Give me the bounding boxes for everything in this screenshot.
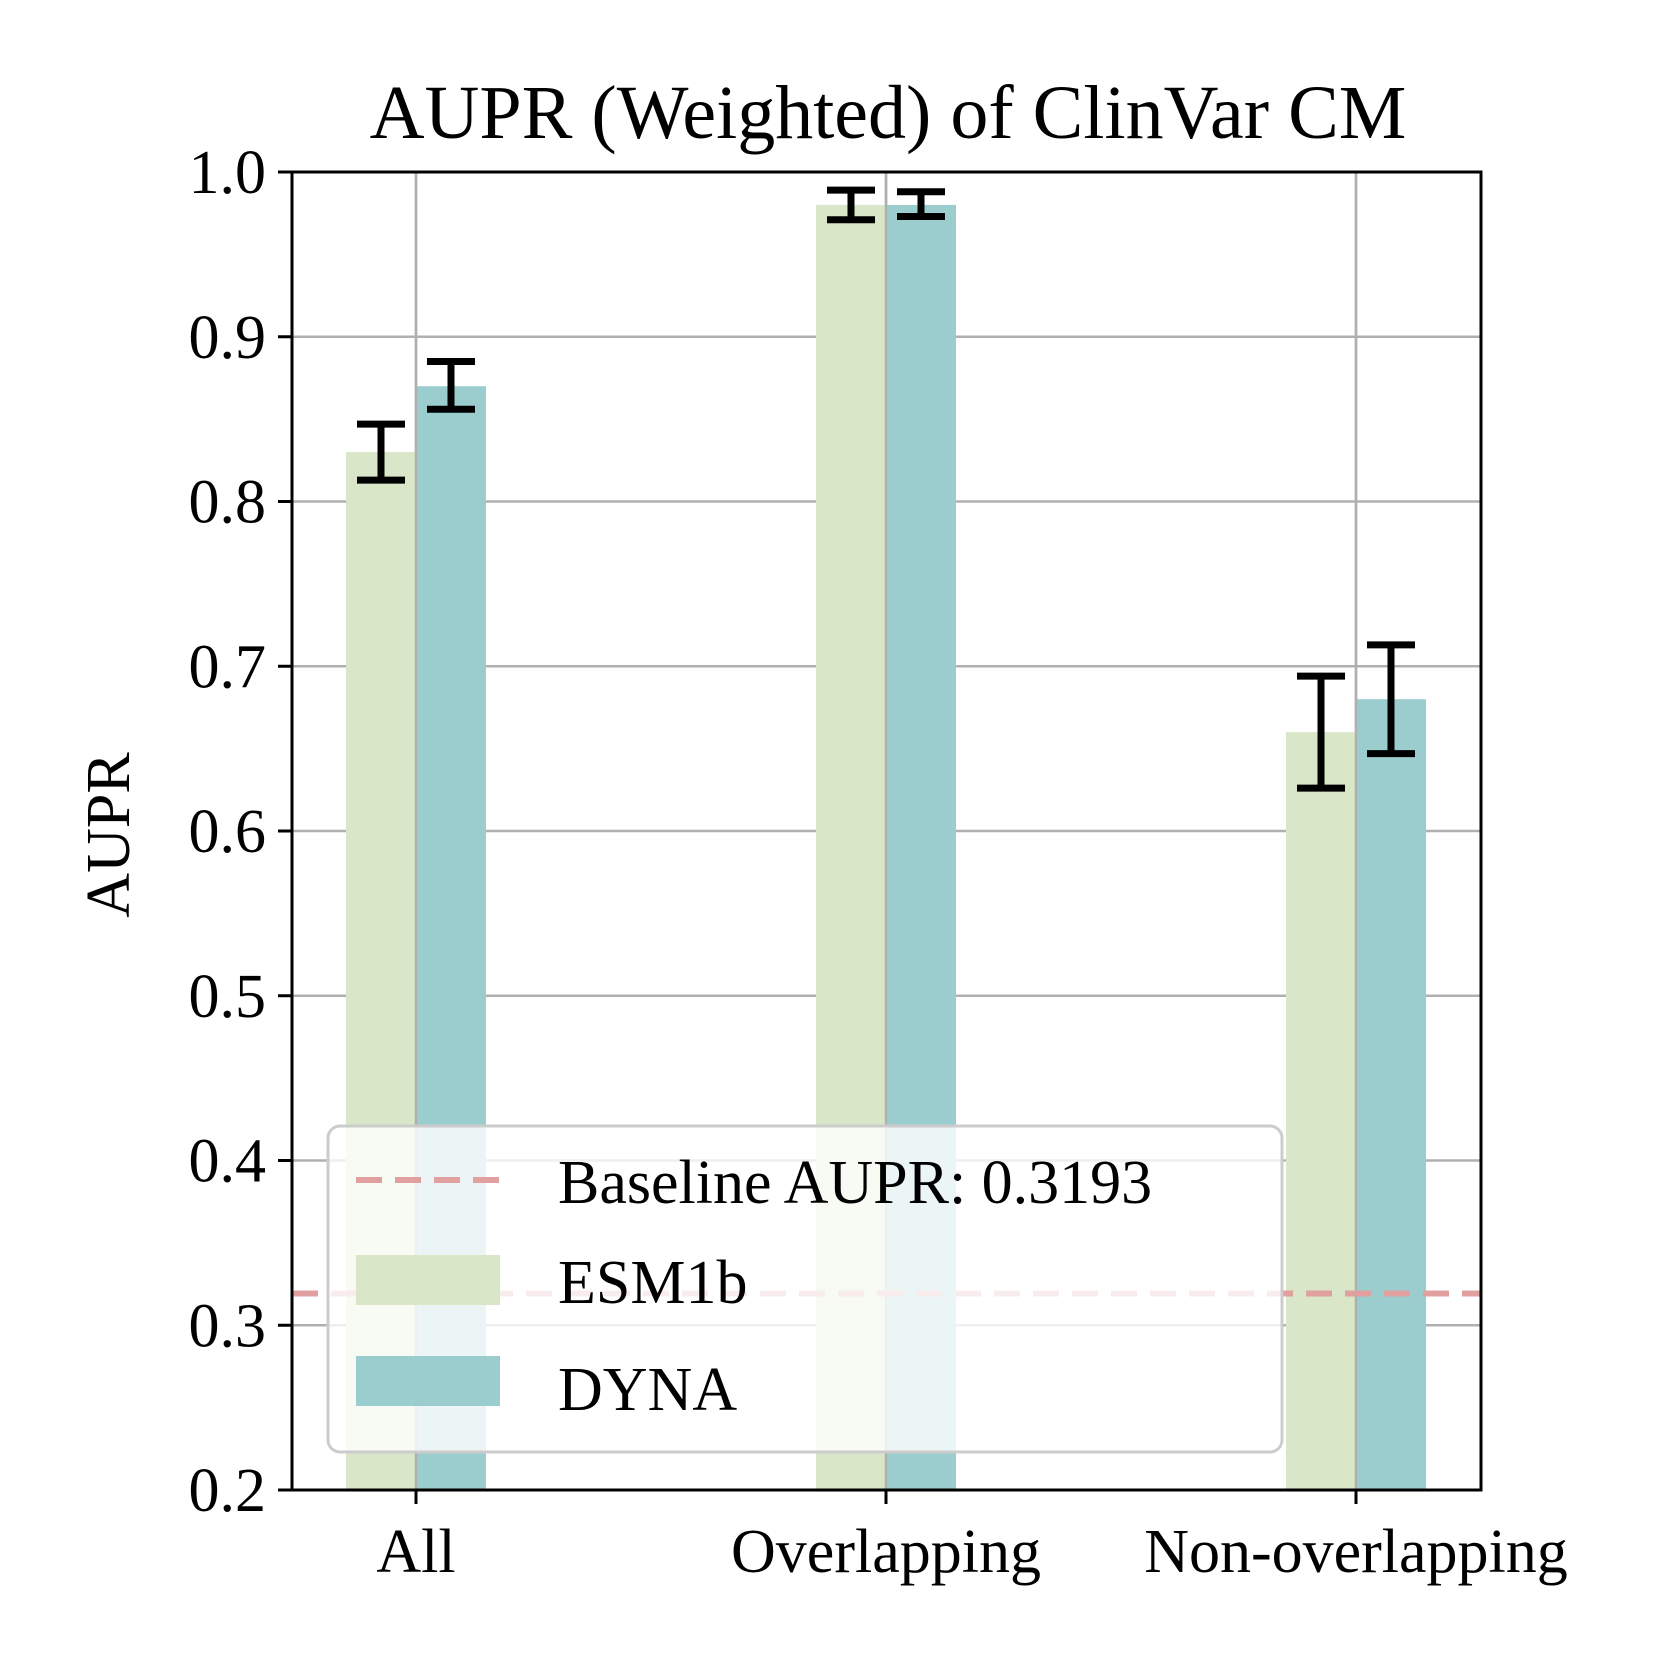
y-axis-ticks: 0.2 0.3 0.4 0.5 0.6 0.7 0.8 0.9 1.0 (189, 139, 292, 1525)
y-tick-label: 0.8 (189, 469, 267, 537)
x-axis-ticks: All Overlapping Non-overlapping (376, 1490, 1568, 1586)
x-tick-label: Non-overlapping (1144, 1518, 1568, 1586)
y-tick-label: 0.7 (189, 633, 267, 701)
error-bars (357, 186, 1415, 792)
x-tick-label: All (376, 1518, 455, 1586)
bar-dyna (1356, 699, 1426, 1490)
y-tick-label: 0.4 (189, 1128, 267, 1196)
bar-esm1b (1286, 732, 1356, 1490)
y-tick-label: 1.0 (189, 139, 267, 207)
legend-esm1b-label: ESM1b (558, 1249, 747, 1317)
legend: Baseline AUPR: 0.3193 ESM1b DYNA (326, 1124, 1284, 1454)
legend-box (326, 1124, 1284, 1454)
x-tick-label: Overlapping (731, 1518, 1041, 1586)
legend-baseline-label: Baseline AUPR: 0.3193 (558, 1149, 1152, 1217)
y-tick-label: 0.2 (189, 1457, 267, 1525)
legend-dyna-label: DYNA (558, 1356, 737, 1424)
y-axis-label: AUPR (75, 752, 143, 918)
legend-dyna-swatch (356, 1356, 500, 1406)
y-tick-label: 0.6 (189, 798, 267, 866)
chart-title: AUPR (Weighted) of ClinVar CM (370, 71, 1407, 155)
y-tick-label: 0.3 (189, 1292, 267, 1360)
legend-esm1b-swatch (356, 1255, 500, 1305)
y-tick-label: 0.5 (189, 963, 267, 1031)
y-tick-label: 0.9 (189, 304, 267, 372)
